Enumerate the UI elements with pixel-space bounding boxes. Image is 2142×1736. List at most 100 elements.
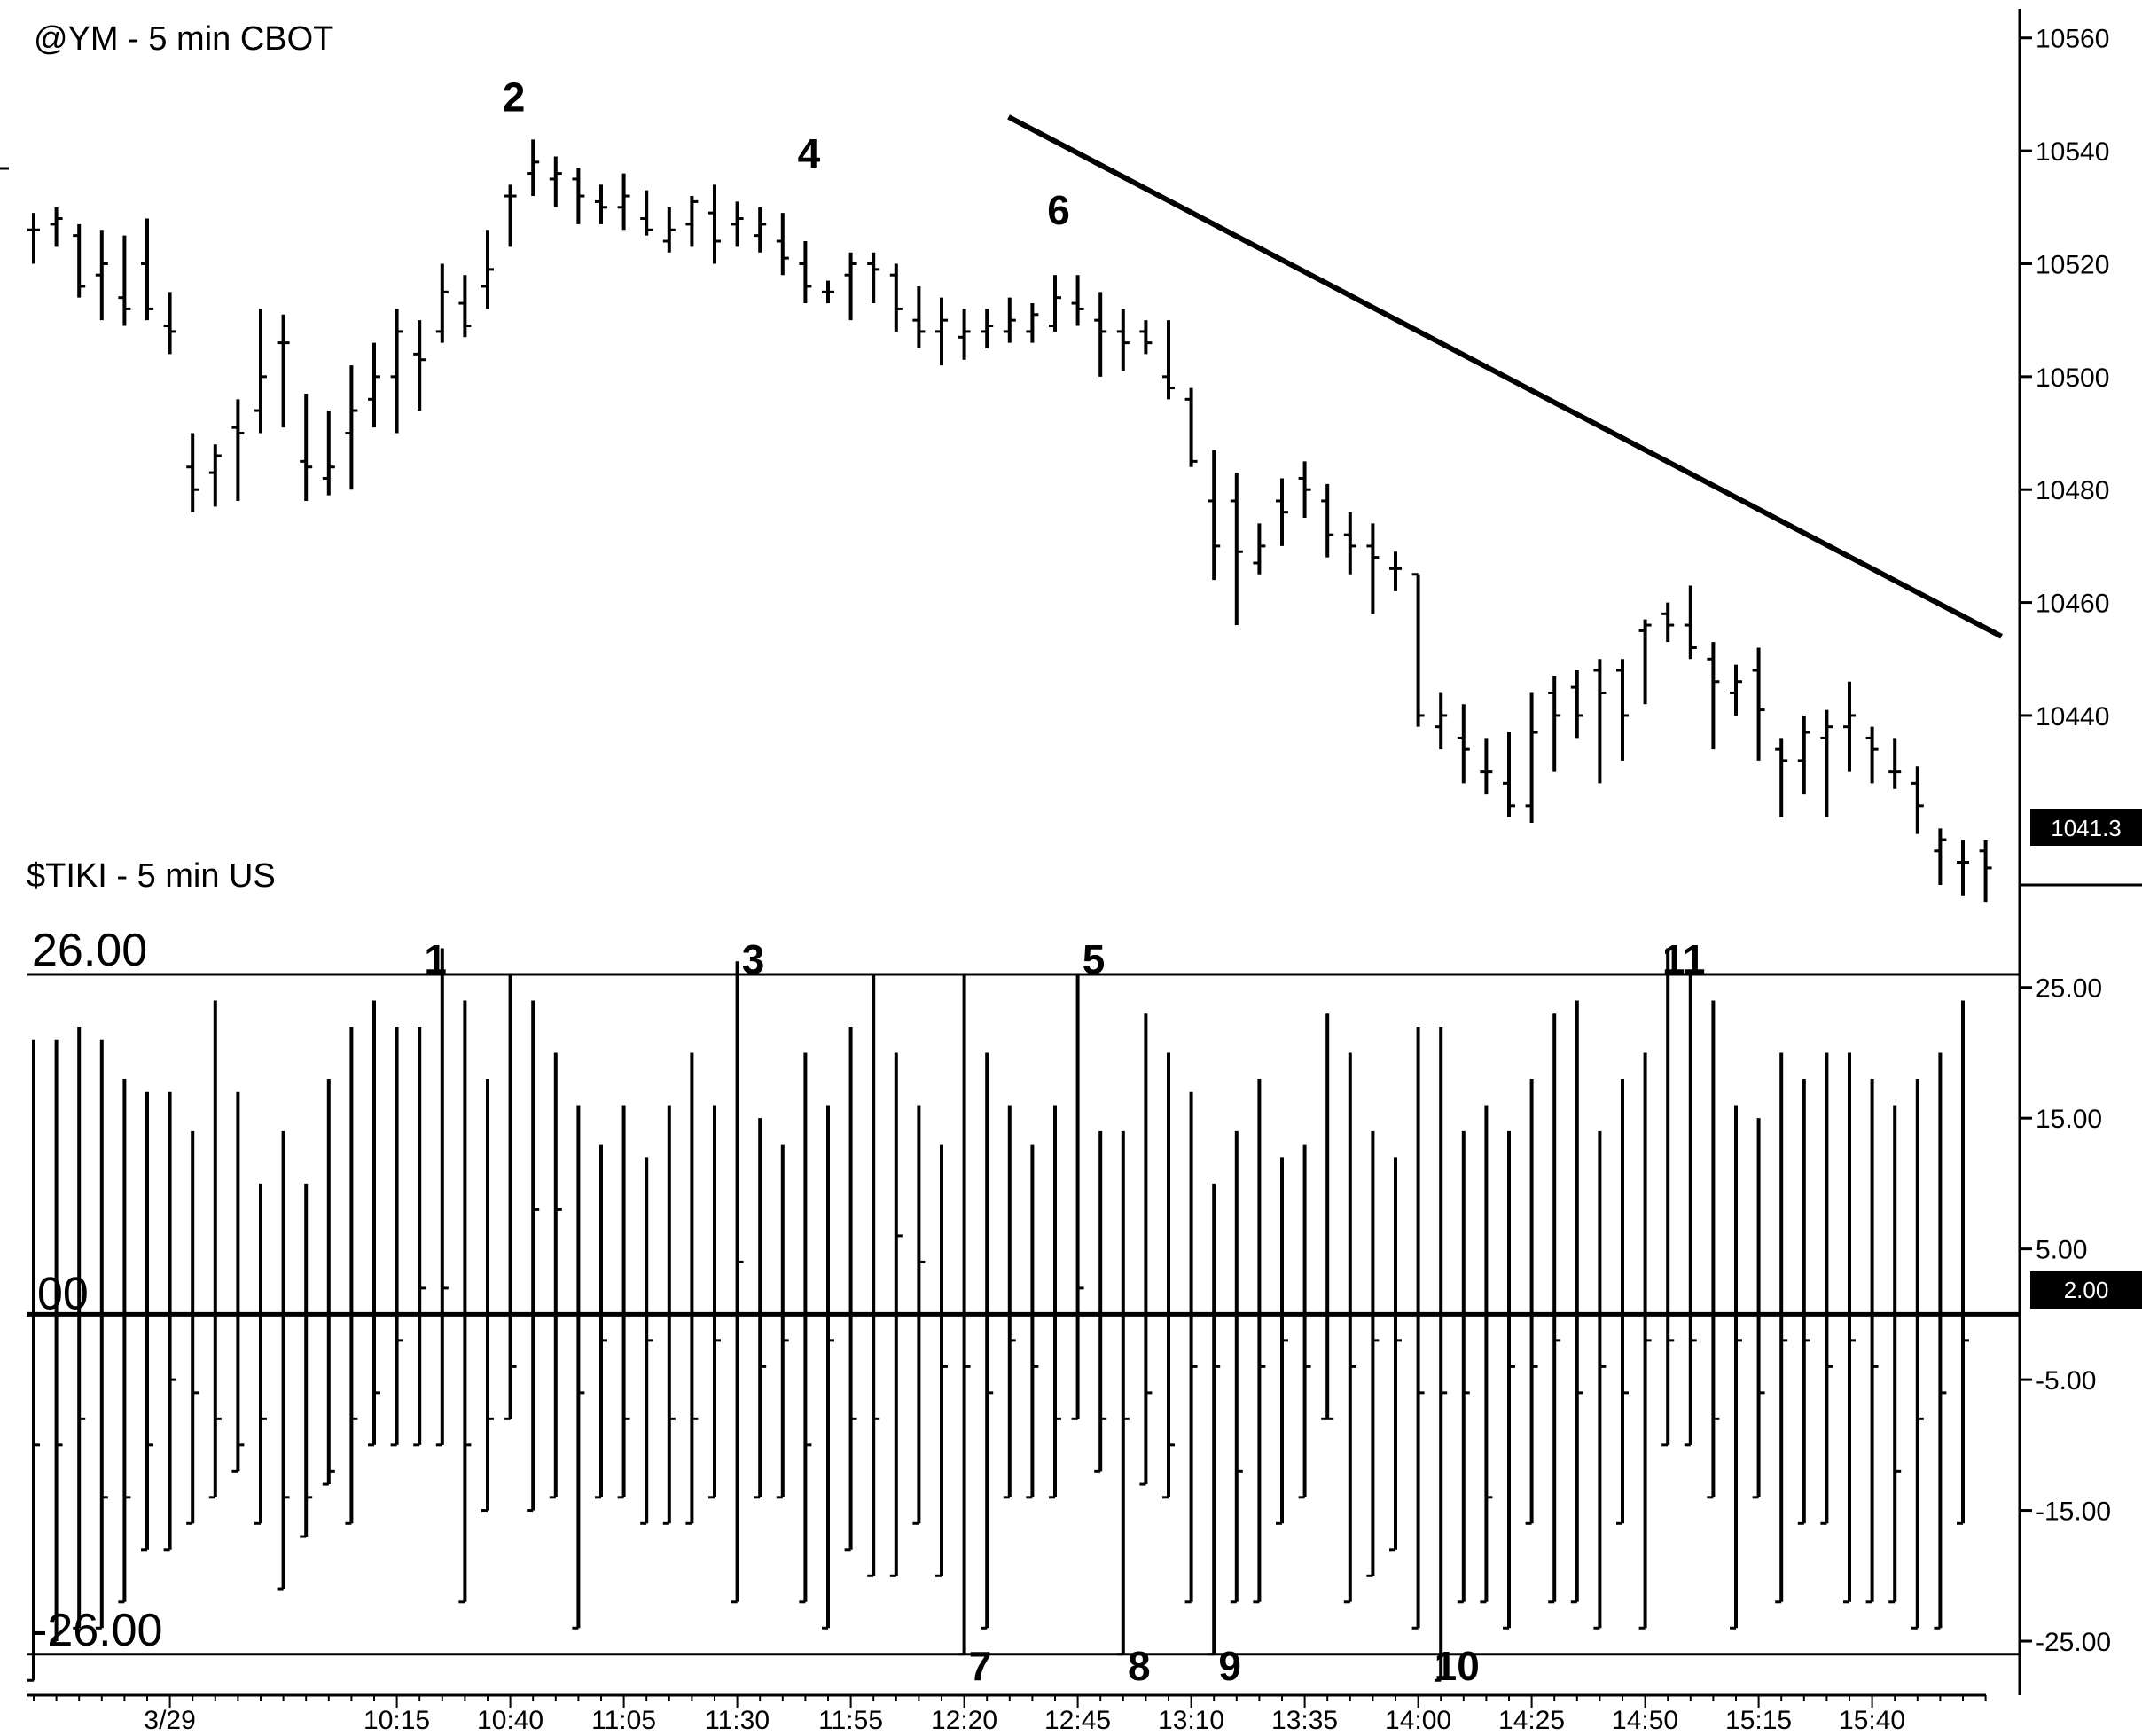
tick-chart-title: $TIKI - 5 min US <box>27 857 276 895</box>
price-bar <box>1139 320 1153 355</box>
time-axis: 3/29 10:15 10:40 11:05 11:30 11:55 12:20 12:45 1… <box>33 1695 1987 1735</box>
price-bar <box>1435 692 1448 750</box>
tick-bar <box>799 1052 812 1604</box>
price-bar <box>1071 275 1084 326</box>
price-bar <box>413 320 426 411</box>
time-label: 12:45 <box>1044 1706 1111 1735</box>
tick-bar <box>118 1078 131 1604</box>
tick-bar <box>1752 1118 1765 1499</box>
tick-bar <box>935 1144 948 1577</box>
tick-bar <box>1934 1052 1947 1630</box>
price-bar <box>708 184 721 264</box>
price-bar <box>390 309 403 434</box>
tick-bar <box>1116 1130 1130 1656</box>
reference-line-label: -26.00 <box>32 1605 162 1656</box>
price-tick-label: 10440 <box>2036 702 2109 731</box>
price-bar <box>1570 670 1583 739</box>
price-axis: 10560 10540 10520 10500 10480 10460 10440 <box>2020 25 2109 731</box>
time-label: 11:30 <box>705 1706 770 1735</box>
price-bar <box>889 263 903 332</box>
tick-bar <box>481 1078 494 1513</box>
tick-bar <box>1548 1013 1561 1604</box>
wave-label: 4 <box>798 130 821 176</box>
tick-bar <box>1707 1000 1720 1499</box>
price-bar <box>1979 840 1992 903</box>
tick-bar <box>867 974 880 1577</box>
tick-bar <box>754 1118 767 1499</box>
tick-bar <box>1661 948 1675 1447</box>
tick-bar <box>1888 1105 1902 1604</box>
tick-bar <box>549 1052 562 1499</box>
tick-tick-label: -25.00 <box>2036 1628 2111 1657</box>
price-bar <box>1934 828 1947 885</box>
tick-bar <box>527 1000 540 1513</box>
wave-label: 6 <box>1047 187 1070 233</box>
price-tick-label: 10540 <box>2036 137 2109 167</box>
price-bar <box>1366 523 1380 614</box>
time-label: 13:35 <box>1271 1706 1338 1735</box>
price-bar <box>141 218 153 321</box>
price-bar <box>277 314 290 428</box>
tick-bar <box>413 1026 426 1447</box>
price-bar <box>1525 692 1538 823</box>
tick-bar <box>390 1026 403 1447</box>
tick-bar <box>776 1144 789 1499</box>
tick-bar <box>1389 1157 1402 1552</box>
tick-bar <box>1435 1026 1448 1682</box>
tick-extreme-label: 1 <box>424 936 447 982</box>
price-bar <box>822 280 834 304</box>
tick-bar <box>685 1052 699 1525</box>
tick-bar <box>1139 1013 1153 1486</box>
price-bar <box>1162 320 1175 400</box>
tick-bar <box>1865 1078 1879 1604</box>
price-bar <box>1184 387 1198 467</box>
price-bar <box>1026 303 1039 343</box>
tick-extreme-label: 10 <box>1435 1643 1480 1689</box>
tick-bar <box>1480 1105 1493 1604</box>
time-label: 14:50 <box>1612 1706 1678 1735</box>
price-bar <box>1548 676 1561 772</box>
price-bar <box>1003 297 1016 343</box>
price-bar <box>1865 726 1879 784</box>
tick-bar <box>1321 1013 1334 1420</box>
tick-extreme-label: 5 <box>1083 936 1106 982</box>
tick-bar <box>345 1026 358 1525</box>
price-bar <box>527 139 540 197</box>
price-bar <box>118 235 131 326</box>
tick-bar <box>731 961 744 1604</box>
tick-bar <box>1184 1091 1198 1604</box>
price-bar <box>435 263 449 343</box>
tick-bar <box>1094 1130 1107 1473</box>
price-bar <box>912 285 926 348</box>
tick-bar <box>1616 1078 1629 1525</box>
price-bar <box>231 399 245 501</box>
tick-tick-label: 15.00 <box>2036 1105 2102 1134</box>
price-bar <box>300 393 313 501</box>
tick-bar <box>1843 1052 1856 1604</box>
tick-tick-label: -5.00 <box>2036 1366 2096 1396</box>
last-price-tag <box>2030 809 2142 846</box>
price-bar <box>1343 512 1356 575</box>
tick-bar <box>1957 1000 1969 1525</box>
price-bar <box>617 173 630 231</box>
tick-bar <box>27 1039 40 1682</box>
tick-bar <box>1049 1105 1061 1499</box>
price-bar <box>844 252 857 321</box>
tick-bar <box>1820 1052 1833 1525</box>
price-bar <box>1661 602 1675 643</box>
tick-bar <box>73 1026 86 1630</box>
time-label: 12:20 <box>931 1706 997 1735</box>
tick-bar <box>186 1130 199 1525</box>
price-bar <box>640 190 653 236</box>
price-bar <box>27 213 40 264</box>
tick-bar <box>1298 1144 1311 1499</box>
time-label: 15:40 <box>1839 1706 1905 1735</box>
price-bar <box>1480 738 1493 795</box>
tick-bar <box>1003 1105 1016 1499</box>
wave-label: 2 <box>503 74 526 121</box>
price-bar <box>1957 840 1969 896</box>
price-bar <box>754 207 767 253</box>
price-bar <box>685 196 699 247</box>
time-label: 10:15 <box>364 1706 430 1735</box>
